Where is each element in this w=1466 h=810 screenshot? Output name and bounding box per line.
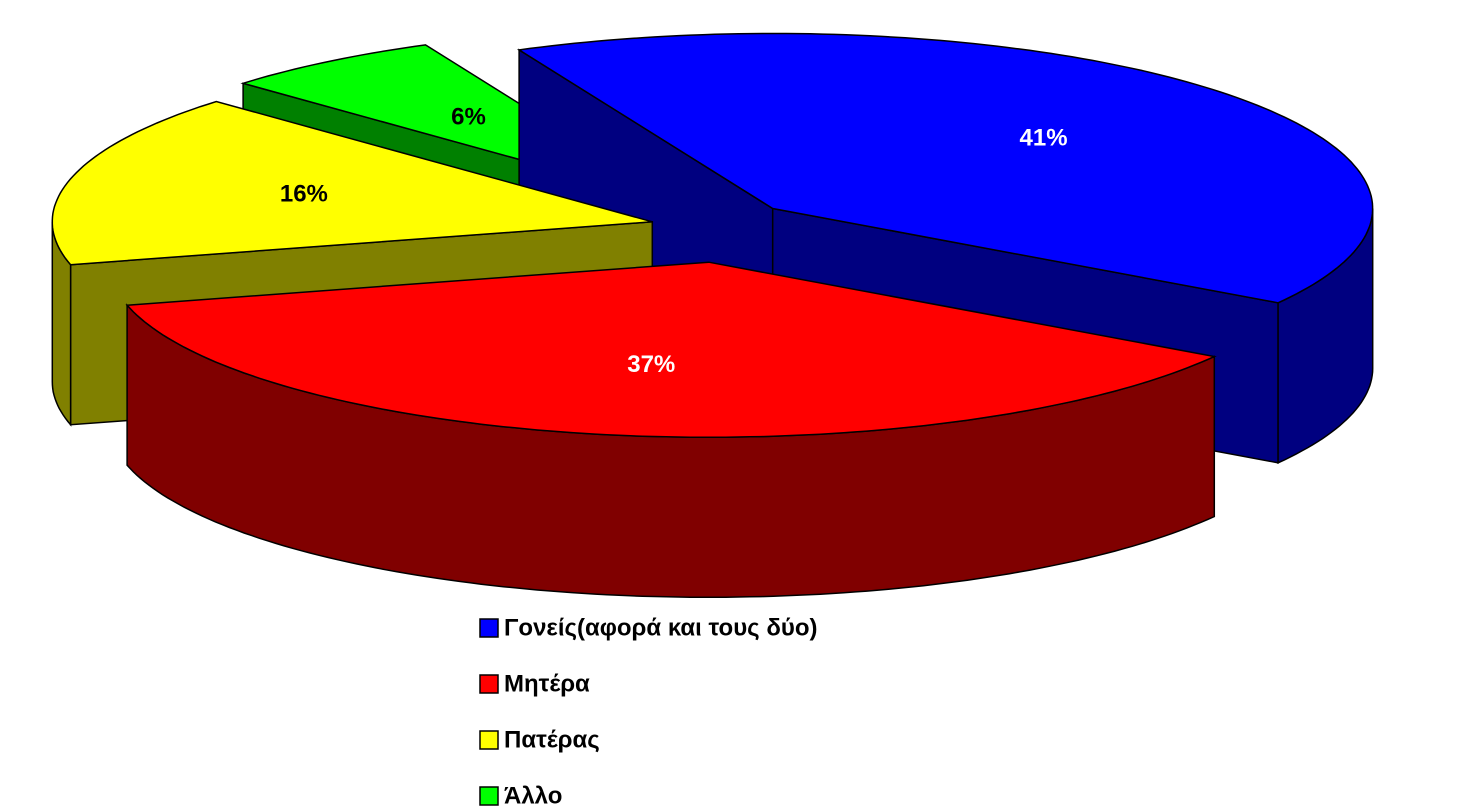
slice-top [51,100,653,266]
legend-label: Γονείς(αφορά και τους δύο) [504,614,818,641]
legend-label: Άλλο [504,782,562,809]
data-label: 37% [627,351,675,378]
legend-label: Πατέρας [504,726,600,753]
slice-top [125,261,1217,438]
legend-swatch [479,786,499,806]
slice [125,261,1217,598]
legend-swatch [479,618,499,638]
legend-swatch [479,674,499,694]
legend-label: Μητέρα [504,670,590,697]
legend-swatch [479,730,499,750]
data-label: 16% [280,181,328,208]
data-label: 41% [1020,125,1068,152]
data-label: 6% [451,104,486,131]
slice-top [516,32,1374,304]
